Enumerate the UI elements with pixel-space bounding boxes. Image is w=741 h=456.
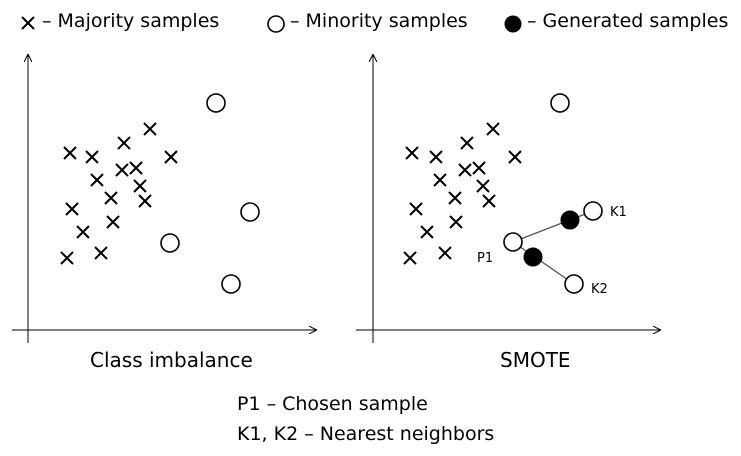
right-panel: P1 K1 K2 <box>356 55 660 343</box>
majority-sample <box>420 225 434 239</box>
caption-class-imbalance: Class imbalance <box>90 348 253 372</box>
right-majority-points <box>403 122 522 265</box>
minority-sample <box>240 202 260 222</box>
majority-sample <box>90 173 104 187</box>
majority-sample <box>63 146 77 160</box>
minority-sample <box>206 93 226 113</box>
majority-sample <box>433 173 447 187</box>
p1-k2-link <box>512 241 575 285</box>
legend-minority-label: – Minority samples <box>290 10 468 32</box>
footnote-chosen-sample: P1 – Chosen sample <box>237 393 428 415</box>
majority-sample <box>476 179 490 193</box>
majority-sample <box>438 246 452 260</box>
majority-sample <box>76 225 90 239</box>
legend: – Majority samples – Minority samples – … <box>0 6 741 36</box>
majority-sample <box>403 251 417 265</box>
majority-sample <box>429 150 443 164</box>
majority-sample <box>449 215 463 229</box>
minority-sample <box>221 274 241 294</box>
majority-sample <box>104 191 118 205</box>
majority-sample <box>115 163 129 177</box>
generated-sample <box>560 210 580 230</box>
minority-sample <box>583 201 603 221</box>
majority-cross-icon <box>21 16 35 30</box>
majority-sample <box>448 191 462 205</box>
left-minority-points <box>160 93 260 294</box>
majority-sample <box>508 150 522 164</box>
majority-sample <box>460 136 474 150</box>
minority-sample <box>564 274 584 294</box>
majority-sample <box>94 246 108 260</box>
majority-sample <box>405 146 419 160</box>
legend-majority-label: – Majority samples <box>42 10 220 32</box>
minority-circle-icon <box>267 15 285 33</box>
majority-sample <box>138 194 152 208</box>
label-k2: K2 <box>591 282 608 297</box>
majority-sample <box>164 150 178 164</box>
minority-sample <box>160 233 180 253</box>
majority-sample <box>117 136 131 150</box>
majority-sample <box>472 161 486 175</box>
majority-sample <box>409 202 423 216</box>
majority-sample <box>458 163 472 177</box>
legend-generated-label: – Generated samples <box>527 10 729 32</box>
p1-k1-link <box>512 210 594 243</box>
footnote-nearest-neighbors: K1, K2 – Nearest neighbors <box>237 423 495 445</box>
right-generated-points <box>523 210 580 267</box>
minority-sample <box>503 232 523 252</box>
right-minority-points <box>503 93 603 294</box>
majority-sample <box>60 251 74 265</box>
majority-sample <box>106 215 120 229</box>
label-p1: P1 <box>477 251 493 266</box>
majority-sample <box>65 202 79 216</box>
left-panel <box>12 55 316 343</box>
majority-sample <box>133 179 147 193</box>
majority-sample <box>143 122 157 136</box>
minority-sample <box>550 93 570 113</box>
caption-smote: SMOTE <box>500 348 571 372</box>
majority-sample <box>129 161 143 175</box>
majority-sample <box>486 122 500 136</box>
majority-sample <box>85 150 99 164</box>
majority-sample <box>482 194 496 208</box>
left-majority-points <box>60 122 178 265</box>
label-k1: K1 <box>610 205 627 220</box>
generated-dot-icon <box>504 15 522 33</box>
generated-sample <box>523 247 543 267</box>
